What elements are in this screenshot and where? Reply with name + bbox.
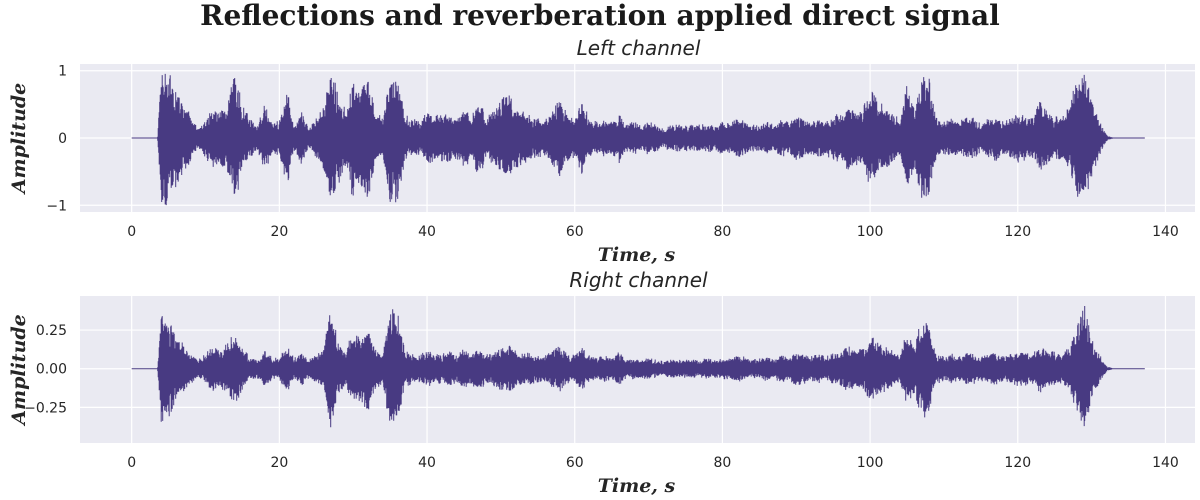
left-channel-x-tick-label: 80 <box>714 224 732 240</box>
left-channel-y-tick-label: −1 <box>46 198 67 214</box>
left-channel-x-tick-label: 100 <box>857 224 884 240</box>
left-channel-y-axis-label: Amplitude <box>8 83 30 196</box>
figure-suptitle: Reflections and reverberation applied di… <box>200 0 1000 32</box>
right-channel-y-tick-label: −0.25 <box>24 400 67 416</box>
left-channel-x-axis-label: Time, s <box>598 244 676 266</box>
left-channel-x-tick-label: 0 <box>127 224 136 240</box>
right-channel-x-tick-label: 40 <box>418 455 436 471</box>
left-channel-x-tick-label: 140 <box>1152 224 1179 240</box>
right-channel-y-tick-label: 0.25 <box>36 323 67 339</box>
right-channel-x-tick-label: 20 <box>270 455 288 471</box>
left-channel-axes: 0 20 40 60 80 100 120 140 1 0 −1 Left channel Time, … <box>8 36 1195 266</box>
left-channel-y-tick-label: 1 <box>58 64 67 80</box>
right-channel-y-axis-label: Amplitude <box>8 314 30 427</box>
left-channel-waveform <box>131 73 1145 206</box>
right-channel-y-tick-label: 0.00 <box>36 362 67 378</box>
right-channel-x-tick-label: 100 <box>857 455 884 471</box>
right-channel-x-tick-label: 120 <box>1004 455 1031 471</box>
left-channel-title: Left channel <box>577 36 701 60</box>
right-channel-x-tick-label: 60 <box>566 455 584 471</box>
left-channel-x-tick-label: 40 <box>418 224 436 240</box>
right-channel-axes: 0 20 40 60 80 100 120 140 0.25 0.00 −0.25 Right cha… <box>8 268 1195 497</box>
right-channel-x-tick-label: 140 <box>1152 455 1179 471</box>
left-channel-x-tick-label: 20 <box>270 224 288 240</box>
right-channel-title: Right channel <box>569 268 708 292</box>
left-channel-y-tick-label: 0 <box>58 131 67 147</box>
right-channel-x-tick-label: 80 <box>714 455 732 471</box>
right-channel-waveform <box>131 306 1145 428</box>
right-channel-x-axis-label: Time, s <box>598 475 676 497</box>
left-channel-x-tick-label: 120 <box>1004 224 1031 240</box>
left-channel-x-tick-label: 60 <box>566 224 584 240</box>
right-channel-x-tick-label: 0 <box>127 455 136 471</box>
